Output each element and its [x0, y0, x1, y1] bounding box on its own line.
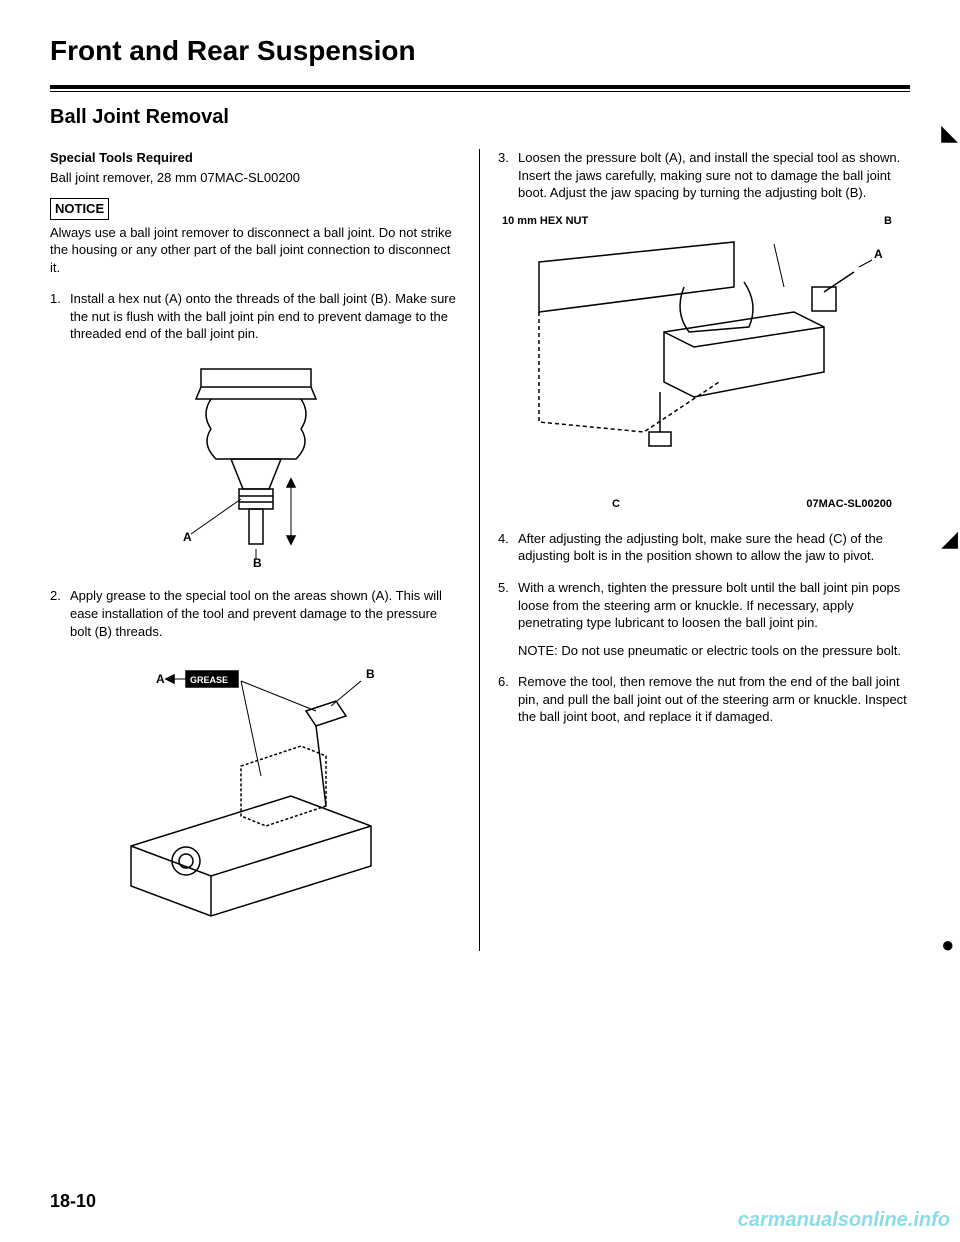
- step-text: Install a hex nut (A) onto the threads o…: [70, 291, 456, 341]
- left-steps-2: 2. Apply grease to the special tool on t…: [50, 587, 461, 640]
- step-2: 2. Apply grease to the special tool on t…: [50, 587, 461, 640]
- side-mark-icon: ●: [941, 932, 958, 958]
- right-steps: 3. Loosen the pressure bolt (A), and ins…: [498, 149, 910, 202]
- section-title: Ball Joint Removal: [50, 106, 910, 129]
- diagram-nut-label: 10 mm HEX NUT: [502, 214, 588, 229]
- divider-thin: [50, 91, 910, 92]
- side-mark-icon: ◢: [941, 526, 958, 552]
- fig2-label-a: A: [156, 672, 165, 686]
- side-marks: ◣ ◢ ●: [941, 120, 958, 958]
- figure-3: A: [498, 232, 910, 487]
- step-text: With a wrench, tighten the pressure bolt…: [518, 580, 900, 630]
- figure-2: A B GREASE: [50, 656, 461, 941]
- page-number: 18-10: [50, 1191, 96, 1212]
- figure-3-svg: A: [524, 232, 884, 482]
- fig2-grease: GREASE: [190, 675, 228, 685]
- step-number: 2.: [50, 587, 61, 605]
- right-column: 3. Loosen the pressure bolt (A), and ins…: [480, 149, 910, 951]
- figure-1-svg: A B: [141, 359, 371, 569]
- fig2-label-b: B: [366, 667, 375, 681]
- notice-text: Always use a ball joint remover to disco…: [50, 224, 461, 277]
- side-mark-icon: ◣: [941, 120, 958, 146]
- step-1: 1. Install a hex nut (A) onto the thread…: [50, 290, 461, 343]
- fig1-label-b: B: [253, 556, 262, 569]
- figure-1: A B: [50, 359, 461, 574]
- step-number: 1.: [50, 290, 61, 308]
- step-number: 5.: [498, 579, 509, 597]
- step-6: 6. Remove the tool, then remove the nut …: [498, 673, 910, 726]
- divider-thick: [50, 85, 910, 89]
- notice-label: NOTICE: [50, 198, 109, 220]
- diagram-top-labels: 10 mm HEX NUT B: [498, 214, 910, 233]
- diagram-part-number: 07MAC-SL00200: [806, 497, 892, 512]
- step-text: After adjusting the adjusting bolt, make…: [518, 531, 883, 564]
- fig1-label-a: A: [183, 530, 192, 544]
- watermark: carmanualsonline.info: [738, 1209, 950, 1232]
- left-steps: 1. Install a hex nut (A) onto the thread…: [50, 290, 461, 343]
- step-text: Remove the tool, then remove the nut fro…: [518, 674, 907, 724]
- tools-required-head: Special Tools Required: [50, 149, 461, 167]
- diagram-label-b: B: [884, 214, 892, 229]
- right-steps-cont: 4. After adjusting the adjusting bolt, m…: [498, 530, 910, 726]
- figure-2-svg: A B GREASE: [91, 656, 421, 936]
- step-text: Apply grease to the special tool on the …: [70, 588, 442, 638]
- step-text: Loosen the pressure bolt (A), and instal…: [518, 150, 900, 200]
- left-column: Special Tools Required Ball joint remove…: [50, 149, 480, 951]
- step-5: 5. With a wrench, tighten the pressure b…: [498, 579, 910, 659]
- step-3: 3. Loosen the pressure bolt (A), and ins…: [498, 149, 910, 202]
- step-number: 6.: [498, 673, 509, 691]
- page-title: Front and Rear Suspension: [50, 35, 910, 67]
- tools-required-line: Ball joint remover, 28 mm 07MAC-SL00200: [50, 169, 461, 187]
- diagram-label-c: C: [502, 497, 620, 512]
- content-columns: Special Tools Required Ball joint remove…: [50, 149, 910, 951]
- step-number: 3.: [498, 149, 509, 167]
- step-number: 4.: [498, 530, 509, 548]
- fig3-label-a: A: [874, 247, 883, 261]
- note-text: NOTE: Do not use pneumatic or electric t…: [518, 642, 910, 660]
- diagram-bottom-labels: C 07MAC-SL00200: [498, 497, 910, 516]
- step-4: 4. After adjusting the adjusting bolt, m…: [498, 530, 910, 565]
